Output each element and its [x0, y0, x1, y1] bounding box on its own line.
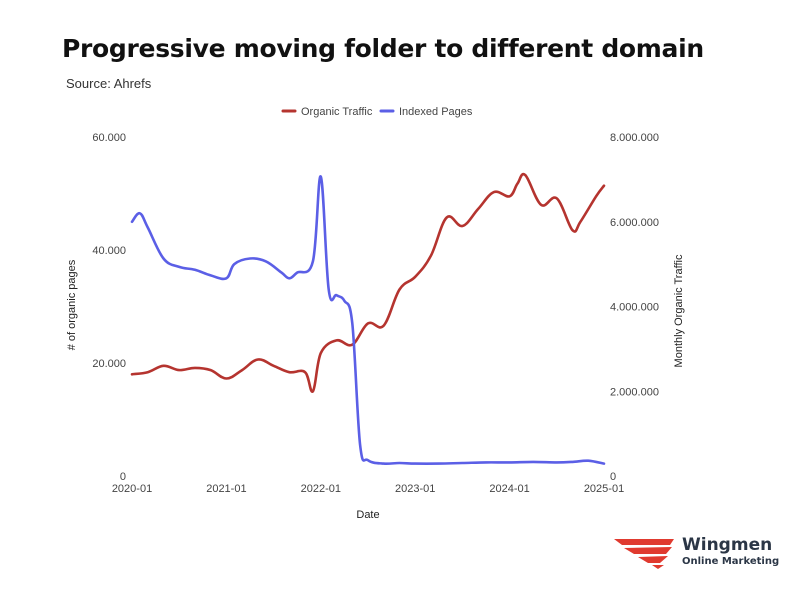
series-lines	[130, 172, 606, 466]
y-right-axis-ticks: 0 2.000.000 4.000.000 6.000.000 8.000.000	[610, 132, 659, 483]
chart-source: Source: Ahrefs	[66, 76, 152, 91]
y-right-tick-label: 6.000.000	[610, 217, 659, 229]
y-right-axis-title: Monthly Organic Traffic	[673, 254, 685, 367]
x-tick-label: 2022-01	[301, 483, 341, 495]
x-tick-label: 2021-01	[206, 483, 246, 495]
y-left-tick-label: 40.000	[92, 245, 126, 257]
y-left-axis-title: # of organic pages	[66, 259, 78, 350]
x-tick-label: 2024-01	[489, 483, 529, 495]
brand-name: Wingmen	[682, 535, 773, 555]
x-axis-ticks: 2020-01 2021-01 2022-01 2023-01 2024-01 2025-…	[112, 483, 624, 495]
y-left-tick-label: 20.000	[92, 358, 126, 370]
y-right-tick-label: 8.000.000	[610, 132, 659, 144]
series-line-organic-traffic	[130, 172, 606, 393]
x-axis-title: Date	[356, 509, 379, 521]
x-tick-label: 2023-01	[395, 483, 435, 495]
wing-swoosh-icon	[614, 539, 674, 569]
x-tick-label: 2020-01	[112, 483, 152, 495]
y-right-tick-label: 0	[610, 471, 616, 483]
series-line-indexed-pages	[130, 175, 606, 466]
legend-label-organic-traffic: Organic Traffic	[301, 106, 373, 118]
legend-label-indexed-pages: Indexed Pages	[399, 106, 473, 118]
legend: Organic Traffic Indexed Pages	[281, 106, 473, 118]
y-right-tick-label: 4.000.000	[610, 302, 659, 314]
y-left-axis-ticks: 0 20.000 40.000 60.000	[92, 132, 126, 483]
x-tick-label: 2025-01	[584, 483, 624, 495]
chart-title: Progressive moving folder to different d…	[62, 34, 704, 63]
brand-tagline: Online Marketing	[682, 556, 780, 567]
y-left-tick-label: 0	[120, 471, 126, 483]
y-left-tick-label: 60.000	[92, 132, 126, 144]
y-right-tick-label: 2.000.000	[610, 386, 659, 398]
